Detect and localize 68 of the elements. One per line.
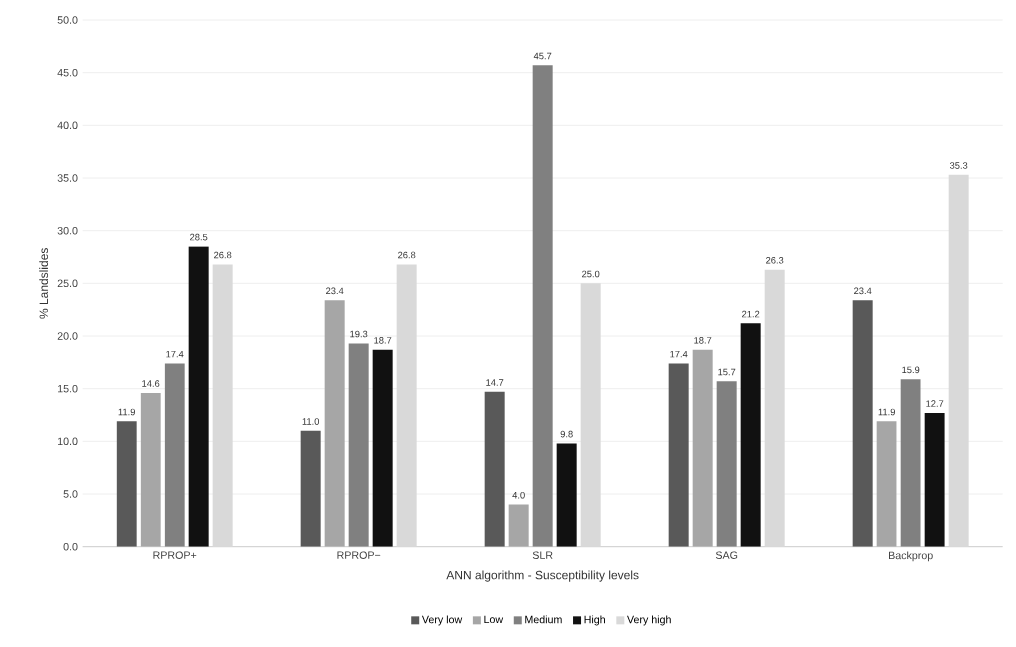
bar (484, 391, 505, 547)
data-label: 11.9 (118, 408, 135, 416)
bar (188, 246, 209, 547)
bar (372, 349, 393, 547)
legend-label: High (584, 615, 605, 626)
bar (164, 363, 185, 547)
y-tick-label: 45.0 (57, 69, 78, 77)
bar (140, 393, 161, 547)
x-tick-label: RPROP+ (153, 551, 197, 560)
y-tick-label: 20.0 (57, 332, 78, 340)
y-axis-title: % Landslides (39, 248, 49, 319)
data-label: 23.4 (854, 287, 872, 295)
bar (556, 443, 577, 547)
bar (692, 349, 713, 547)
data-label: 12.7 (926, 400, 944, 408)
x-tick-label: Backprop (889, 551, 933, 562)
bar (300, 430, 321, 547)
y-tick-label: 0.0 (63, 543, 78, 551)
y-tick-label: 35.0 (57, 174, 78, 182)
data-label: 17.4 (670, 351, 688, 358)
x-tick-label: SAG (715, 551, 738, 560)
data-label: 18.7 (694, 337, 712, 344)
x-tick-label: RPROP− (337, 551, 381, 560)
data-label: 26.8 (214, 251, 232, 259)
x-axis-title: ANN algorithm - Susceptibility levels (446, 570, 639, 582)
data-label: 11.9 (878, 408, 895, 416)
bar (876, 421, 897, 547)
data-label: 19.3 (350, 330, 368, 338)
data-label: 28.5 (190, 233, 208, 241)
data-label: 45.7 (533, 52, 552, 60)
y-tick-label: 50.0 (57, 16, 78, 24)
data-label: 18.7 (374, 337, 392, 344)
bar (668, 363, 689, 547)
legend-label: Very low (421, 615, 463, 626)
data-label: 26.8 (398, 251, 416, 259)
bar (716, 381, 737, 547)
bar (532, 65, 553, 547)
bar (324, 300, 345, 547)
y-tick-label: 40.0 (57, 121, 78, 130)
y-tick-label: 5.0 (63, 490, 78, 498)
y-tick-label: 15.0 (58, 385, 78, 393)
y-tick-label: 25.0 (57, 279, 78, 288)
bar (116, 421, 137, 547)
bar (508, 504, 529, 547)
bar (924, 413, 945, 547)
data-label: 23.4 (326, 287, 344, 295)
legend-label: Very high (627, 615, 671, 626)
data-label: 15.9 (902, 366, 920, 374)
legend-label: Medium (525, 615, 562, 624)
data-label: 4.0 (512, 492, 525, 499)
data-label: 35.3 (949, 162, 968, 169)
bar (348, 343, 369, 547)
y-tick-label: 30.0 (57, 227, 78, 235)
data-label: 14.6 (142, 380, 160, 387)
legend-label: Low (484, 615, 504, 624)
data-label: 11.0 (302, 418, 320, 425)
bar (740, 323, 761, 547)
data-label: 21.2 (742, 310, 760, 318)
bar (852, 300, 873, 547)
data-label: 15.7 (718, 368, 736, 376)
data-label: 17.4 (166, 351, 184, 358)
data-label: 9.8 (560, 430, 573, 438)
data-label: 14.7 (486, 379, 504, 386)
y-tick-label: 10.0 (58, 437, 78, 446)
data-label: 26.3 (766, 257, 784, 264)
data-label: 25.0 (582, 270, 600, 278)
x-tick-label: SLR (532, 551, 553, 560)
bar (900, 379, 921, 547)
